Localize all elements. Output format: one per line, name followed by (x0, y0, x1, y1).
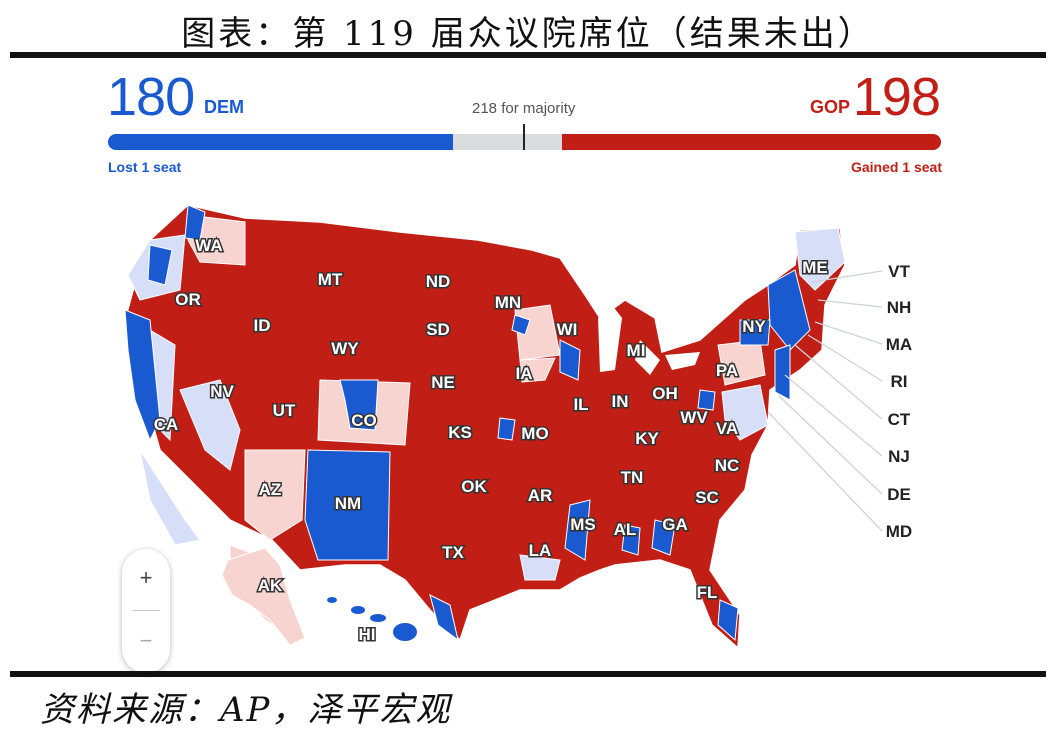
callout-label-de: DE (887, 485, 911, 504)
dem-seat-fill (108, 134, 453, 150)
state-label-mn: MN (495, 293, 521, 312)
bottom-rule (10, 671, 1046, 677)
dem-seat-count: 180 (107, 67, 195, 127)
state-label-il: IL (573, 395, 588, 414)
state-label-me: ME (802, 258, 828, 277)
state-label-nd: ND (426, 272, 451, 291)
callout-label-ri: RI (891, 372, 908, 391)
state-label-mo: MO (521, 424, 548, 443)
state-label-co: CO (351, 411, 377, 430)
alaska[interactable] (221, 547, 306, 646)
state-labels: WA OR MT ND MN ID SD WI WY MI NY NV NE IA PA UT CO IL IN OH… (152, 235, 829, 646)
state-label-tx: TX (442, 543, 464, 562)
callout-label-md: MD (886, 522, 912, 541)
state-label-nm: NM (335, 494, 361, 513)
state-label-fl: FL (697, 583, 718, 602)
state-label-mi: MI (627, 341, 646, 360)
gop-label: GOP (809, 97, 850, 117)
callout-label-ct: CT (888, 410, 911, 429)
state-label-la: LA (529, 541, 552, 560)
state-label-oh: OH (652, 384, 678, 403)
callout-labels: VT NH MA RI CT NJ DE MD (886, 262, 912, 541)
state-label-pa: PA (716, 361, 738, 380)
source-note: 资料来源：AP，泽平宏观 (40, 690, 452, 730)
state-label-in: IN (612, 392, 629, 411)
callout-lines (767, 270, 883, 532)
dem-districts[interactable] (124, 204, 811, 642)
state-label-wy: WY (331, 339, 359, 358)
state-label-sc: SC (695, 488, 719, 507)
state-label-ms: MS (570, 515, 596, 534)
gop-seat-fill (561, 134, 941, 150)
state-label-ky: KY (635, 429, 659, 448)
state-label-ia: IA (516, 364, 533, 383)
state-label-wv: WV (680, 408, 708, 427)
callout-label-nj: NJ (888, 447, 910, 466)
majority-marker (523, 124, 525, 150)
dem-change-text: Lost 1 seat (108, 159, 182, 175)
gop-change-text: Gained 1 seat (850, 159, 942, 175)
state-label-ut: UT (273, 401, 296, 420)
state-label-wi: WI (557, 320, 578, 339)
zoom-in-button[interactable]: + (139, 565, 153, 590)
hawaii[interactable] (327, 597, 417, 641)
state-label-tn: TN (621, 468, 644, 487)
callout-label-nh: NH (887, 298, 912, 317)
state-label-or: OR (175, 290, 201, 309)
us-house-map[interactable]: WA OR MT ND MN ID SD WI WY MI NY NV NE IA PA UT CO IL IN OH… (0, 190, 1056, 660)
state-label-ks: KS (448, 423, 472, 442)
callout-label-vt: VT (888, 262, 910, 281)
state-label-ne: NE (431, 373, 455, 392)
zoom-out-button[interactable]: − (139, 628, 153, 653)
state-label-nv: NV (210, 382, 234, 401)
state-label-ar: AR (528, 486, 553, 505)
state-label-sd: SD (426, 320, 450, 339)
state-label-ak: AK (258, 576, 283, 595)
figure-title: 图表：第 119 届众议院席位（结果未出） (181, 14, 875, 54)
state-label-al: AL (614, 520, 637, 539)
state-label-id: ID (254, 316, 271, 335)
zoom-separator (132, 610, 160, 611)
dem-label: DEM (204, 97, 244, 117)
state-label-va: VA (716, 419, 738, 438)
majority-label: 218 for majority (472, 100, 576, 117)
state-label-az: AZ (259, 480, 282, 499)
state-label-wa: WA (195, 236, 222, 255)
state-label-ny: NY (742, 317, 766, 336)
state-label-nc: NC (715, 456, 740, 475)
gop-seat-count: 198 (852, 67, 941, 127)
state-label-ok: OK (461, 477, 487, 496)
state-label-ga: GA (662, 515, 688, 534)
state-label-ca: CA (154, 415, 179, 434)
top-rule (10, 52, 1046, 58)
state-label-hi: HI (359, 625, 376, 644)
great-lakes (598, 305, 700, 375)
state-label-mt: MT (318, 270, 343, 289)
zoom-control: + − (122, 549, 170, 673)
callout-label-ma: MA (886, 335, 912, 354)
